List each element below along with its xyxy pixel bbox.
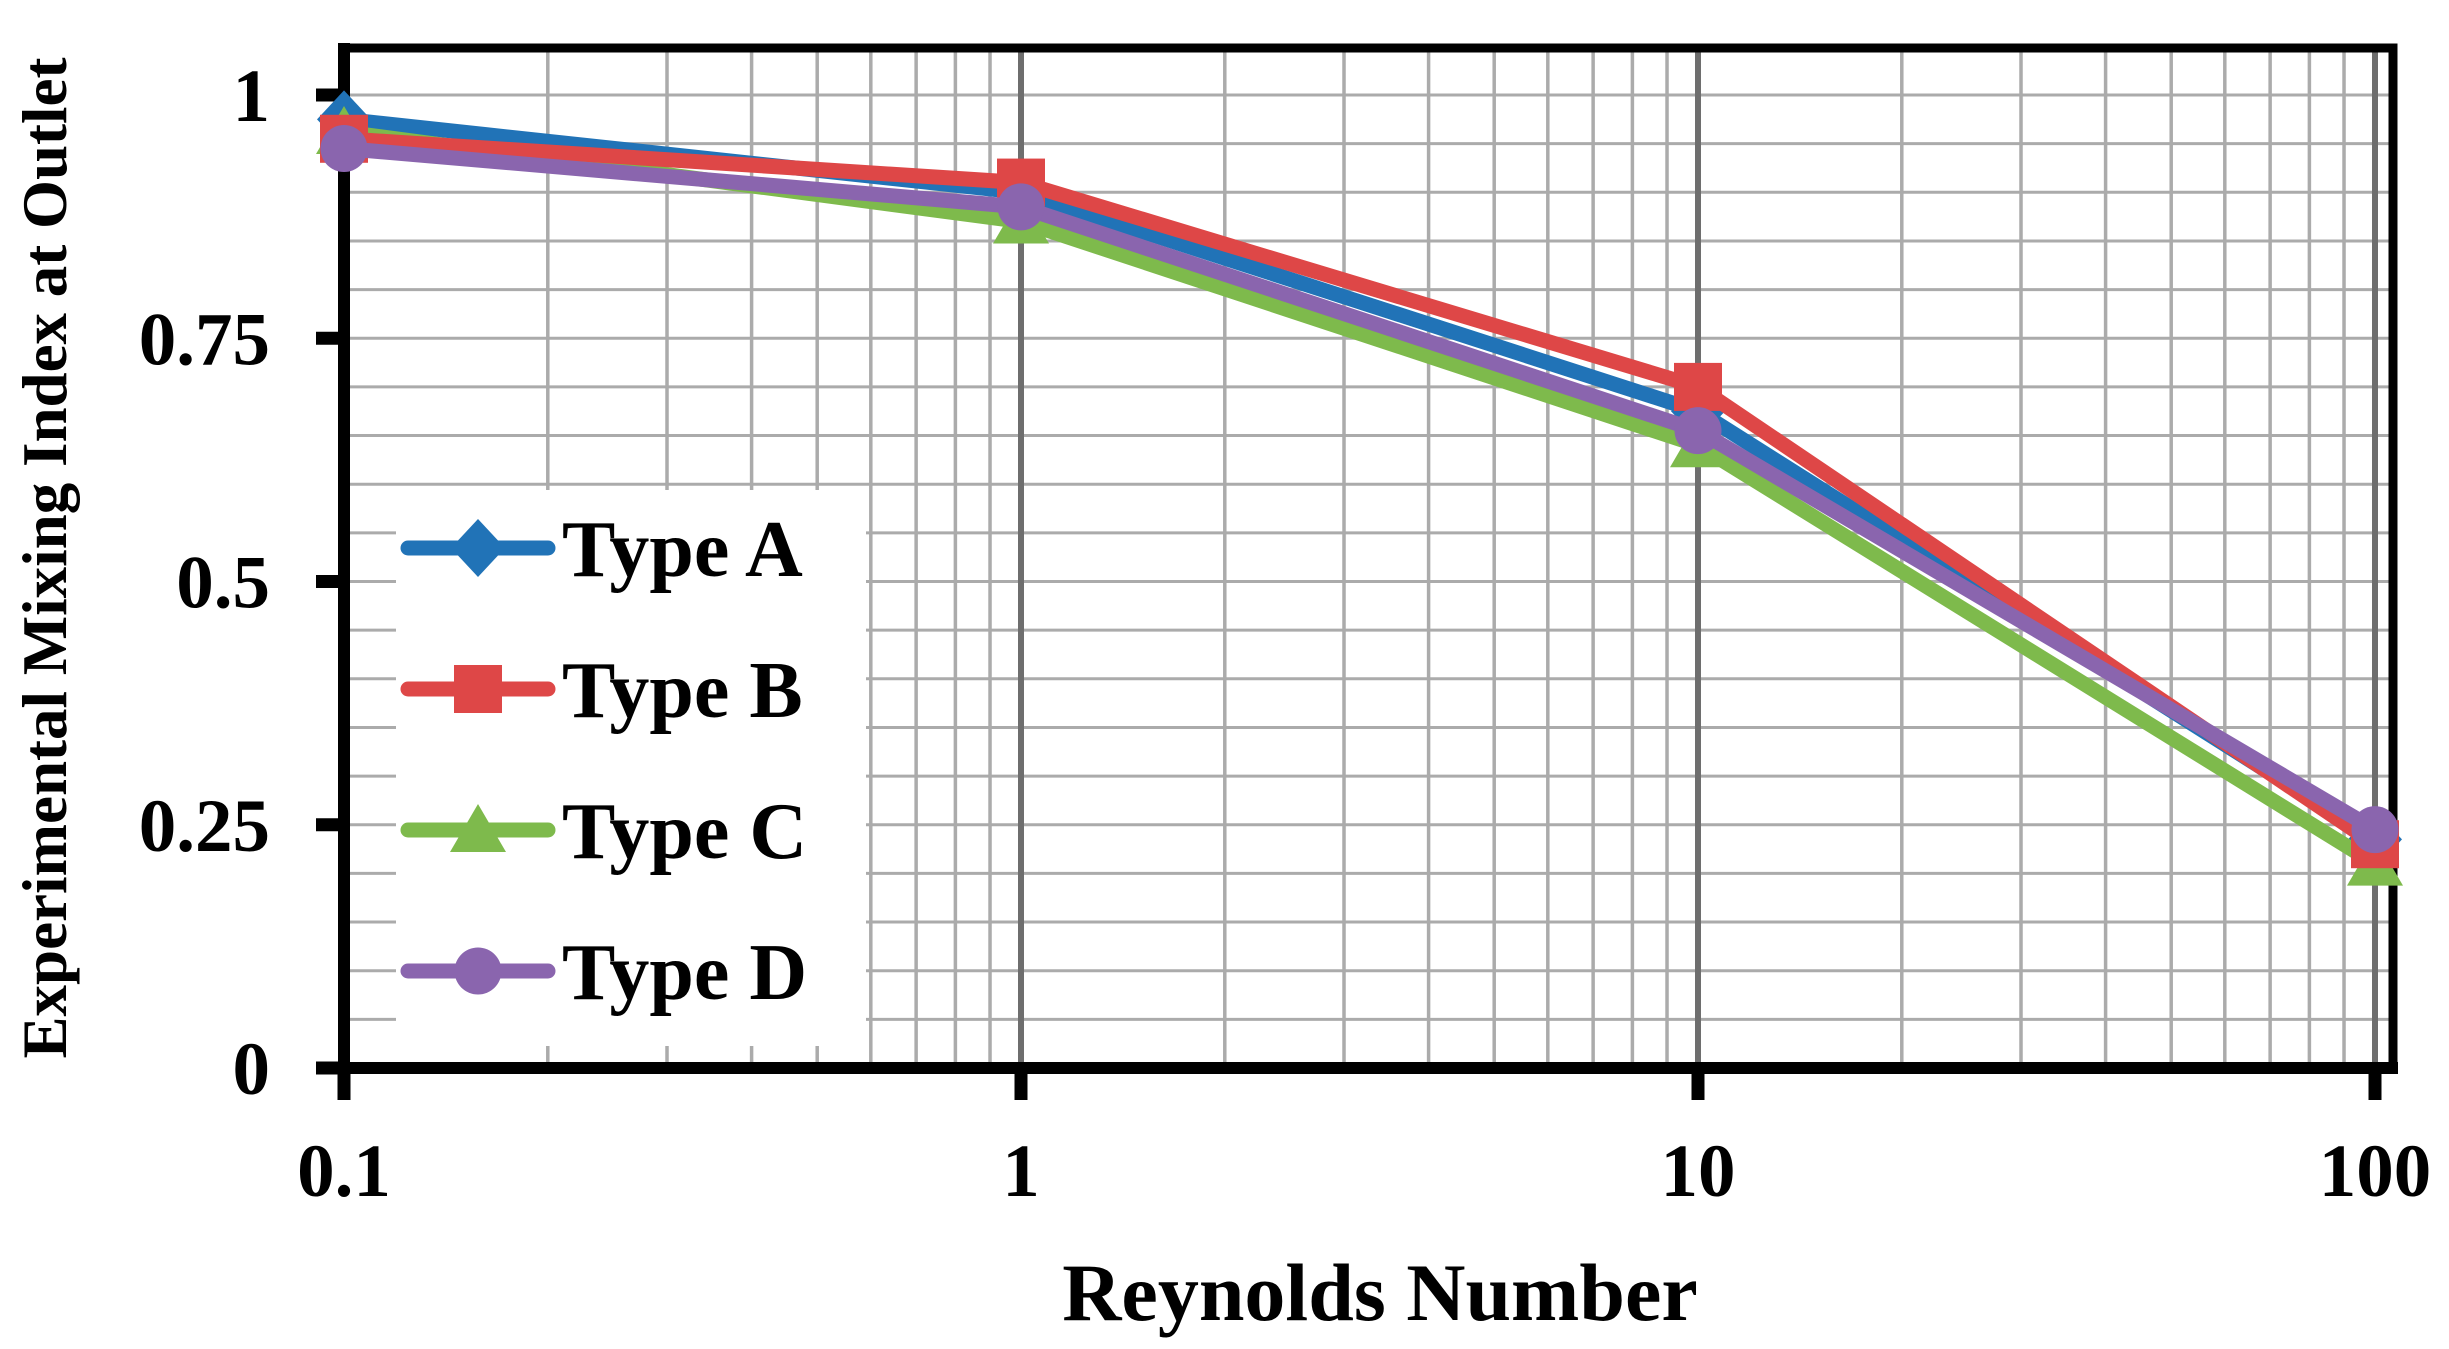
x-tick-label: 10 (1661, 1130, 1736, 1213)
x-tick-mark (1014, 1068, 1028, 1100)
x-tick-mark (2368, 1068, 2382, 1100)
y-tick-mark (316, 1061, 344, 1075)
x-tick-label: 100 (2319, 1130, 2432, 1213)
series-layer (316, 90, 2403, 886)
legend-type-c-triangle-marker (450, 804, 506, 852)
x-axis-title: Reynolds Number (1062, 1247, 1698, 1338)
y-axis-title: Experimental Mixing Index at Outlet (10, 58, 80, 1059)
legend-label-type-a: Type A (562, 506, 803, 594)
legend-label-type-b: Type B (562, 647, 803, 735)
y-tick-mark (316, 575, 344, 588)
x-tick-mark (1691, 1068, 1705, 1100)
series-type-d-circle-marker (997, 183, 1045, 231)
series-type-d-circle-marker (1674, 407, 1722, 455)
x-tick-label: 0.1 (297, 1130, 391, 1213)
series-type-d (320, 125, 2399, 854)
y-tick-label: 1 (233, 55, 271, 138)
legend-label-type-c: Type C (562, 788, 807, 876)
legend: Type A Type B Type C Type D (396, 490, 866, 1046)
plot-frame-layer (316, 43, 2398, 1100)
legend-type-d-circle-marker (454, 947, 502, 995)
y-tick-label: 0.75 (139, 298, 270, 381)
series-type-b-square-marker (1674, 362, 1722, 411)
series-type-d-circle-marker (320, 125, 368, 173)
legend-entry-type-d: Type D (400, 929, 807, 1017)
legend-entry-type-c: Type C (400, 788, 807, 876)
legend-entry-type-a: Type A (400, 506, 803, 594)
series-type-d-circle-marker (2351, 806, 2399, 854)
legend-type-a-diamond-marker (451, 519, 505, 577)
x-tick-mark (337, 1068, 351, 1100)
legend-entry-type-b: Type B (400, 647, 803, 735)
series-type-d-line (343, 141, 2379, 837)
axis-labels-layer: Reynolds Number Experimental Mixing Inde… (10, 55, 2431, 1338)
legend-type-b-square-marker (454, 665, 502, 713)
y-tick-label: 0.5 (176, 542, 270, 625)
y-tick-mark (316, 331, 344, 345)
y-tick-label: 0 (233, 1028, 271, 1111)
y-tick-label: 0.25 (139, 785, 270, 868)
series-type-b-line (343, 131, 2380, 851)
y-tick-mark (316, 818, 344, 832)
legend-label-type-d: Type D (562, 929, 807, 1017)
x-tick-label: 1 (1002, 1130, 1040, 1213)
